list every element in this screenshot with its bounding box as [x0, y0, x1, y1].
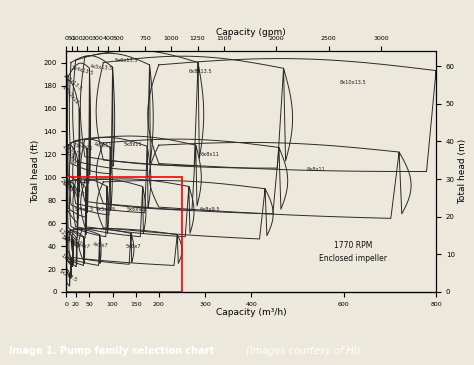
Text: 2x2.5x9.5: 2x2.5x9.5 — [59, 178, 80, 199]
Text: 3x4x11: 3x4x11 — [74, 143, 93, 151]
Text: 2.5x3x9.5: 2.5x3x9.5 — [61, 180, 85, 197]
Text: 3x4x9.5: 3x4x9.5 — [74, 207, 94, 212]
Text: 1770 RPM
Enclosed impeller: 1770 RPM Enclosed impeller — [319, 241, 387, 262]
Text: 4x5x13.5: 4x5x13.5 — [89, 64, 113, 71]
Text: Image 1. Pump family selection chart: Image 1. Pump family selection chart — [9, 346, 218, 356]
Text: 8x10x13.5: 8x10x13.5 — [339, 80, 366, 85]
Text: 5x6x13.5: 5x6x13.5 — [115, 58, 138, 63]
Text: 5x8x11: 5x8x11 — [124, 142, 143, 146]
Bar — [66, 177, 182, 292]
X-axis label: Capacity (gpm): Capacity (gpm) — [216, 28, 286, 37]
Text: 1.5x2x12: 1.5x2x12 — [61, 84, 80, 105]
Text: 5x6x7: 5x6x7 — [126, 243, 141, 249]
Text: (Images courtesy of HI): (Images courtesy of HI) — [246, 346, 361, 356]
Text: 2.5x3x7: 2.5x3x7 — [63, 236, 83, 247]
Text: 6x8x9.5: 6x8x9.5 — [200, 207, 220, 212]
Text: 3x4x7: 3x4x7 — [74, 242, 91, 250]
Text: 1x2x5: 1x2x5 — [60, 253, 75, 267]
Text: 2x2.5x7: 2x2.5x7 — [60, 234, 80, 249]
Y-axis label: Total head (ft): Total head (ft) — [31, 140, 40, 203]
Text: 4x5x9.5: 4x5x9.5 — [96, 207, 116, 212]
Text: 1.25x2.5x7: 1.25x2.5x7 — [56, 227, 80, 251]
Text: 3x4x13.5: 3x4x13.5 — [71, 65, 94, 76]
Text: 4x5x11: 4x5x11 — [94, 142, 113, 149]
Text: 4x5x7: 4x5x7 — [93, 242, 109, 248]
Text: 5x6x9.5: 5x6x9.5 — [127, 207, 147, 212]
Text: 6x8x13.5: 6x8x13.5 — [189, 69, 212, 74]
Y-axis label: Total head (m): Total head (m) — [457, 139, 466, 204]
Text: 2x3x13.5: 2x3x13.5 — [62, 73, 83, 92]
X-axis label: Capacity (m³/h): Capacity (m³/h) — [216, 308, 286, 317]
Text: 2x3x11: 2x3x11 — [64, 143, 82, 158]
Text: 1x2x2.5: 1x2x2.5 — [58, 269, 78, 283]
Text: 8x8x11: 8x8x11 — [307, 167, 325, 172]
Text: 1.5x2x11: 1.5x2x11 — [60, 143, 78, 165]
Text: 6x8x11: 6x8x11 — [200, 152, 219, 157]
